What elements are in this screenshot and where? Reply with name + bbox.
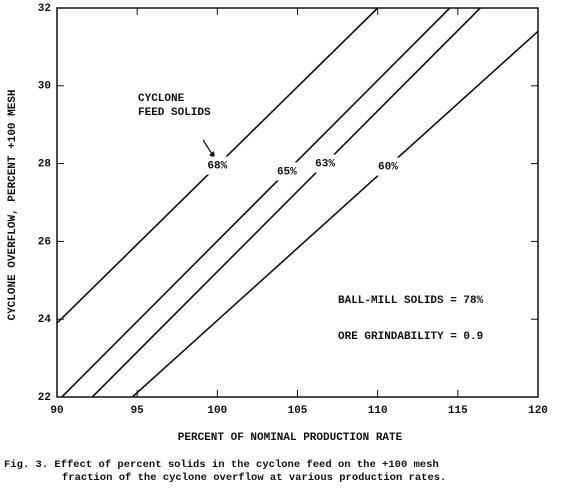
y-tick-label: 22 — [38, 392, 51, 404]
annotation: BALL-MILL SOLIDS = 78% — [338, 295, 484, 307]
series-line — [91, 7, 481, 398]
caption: Fig. 3. Effect of percent solids in the … — [4, 459, 439, 471]
x-tick-label: 110 — [368, 405, 388, 417]
y-axis-title: CYCLONE OVERFLOW, PERCENT +100 MESH — [7, 89, 19, 320]
series-line — [61, 7, 451, 398]
annotation: ORE GRINDABILITY = 0.9 — [338, 331, 483, 343]
x-tick-label: 120 — [528, 405, 548, 417]
y-tick-label: 32 — [38, 3, 51, 15]
x-tick-label: 105 — [288, 405, 308, 417]
label-gap — [270, 162, 303, 181]
label-gap — [371, 157, 404, 176]
label-gap — [309, 154, 342, 173]
y-tick-label: 28 — [38, 159, 52, 171]
series-label: 63% — [315, 159, 335, 171]
series-label: 68% — [207, 160, 227, 172]
series-label: 60% — [378, 162, 398, 174]
x-axis-title: PERCENT OF NOMINAL PRODUCTION RATE — [178, 432, 403, 444]
x-tick-label: 100 — [207, 405, 227, 417]
y-tick-label: 24 — [38, 314, 52, 326]
x-tick-label: 115 — [448, 405, 468, 417]
series-line — [131, 30, 539, 398]
x-tick-label: 90 — [50, 405, 63, 417]
x-tick-label: 95 — [131, 405, 145, 417]
series-label: 65% — [277, 166, 297, 178]
annotation: CYCLONE — [138, 93, 185, 105]
y-tick-label: 26 — [38, 236, 51, 248]
label-gap — [201, 156, 234, 175]
y-tick-label: 30 — [38, 81, 51, 93]
annotation: FEED SOLIDS — [138, 107, 211, 119]
caption: fraction of the cyclone overflow at vari… — [62, 472, 446, 484]
